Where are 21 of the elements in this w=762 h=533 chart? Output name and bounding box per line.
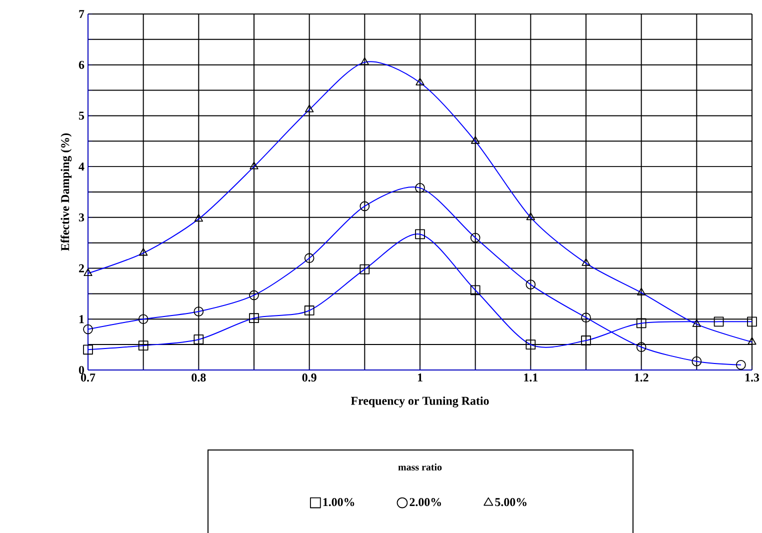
y-tick-label: 5 — [78, 112, 84, 120]
y-tick-label: 1 — [79, 315, 84, 324]
y-tick-label: 2 — [79, 264, 84, 272]
y-tick-label: 3 — [78, 213, 84, 222]
y-tick-label: 6 — [78, 60, 84, 69]
y-tick-label: 4 — [78, 162, 84, 170]
legend-label: 2.00% — [410, 498, 441, 506]
x-tick-label: 0.8 — [192, 374, 206, 382]
x-tick-label: 1.1 — [524, 374, 538, 382]
x-tick-label: 1.2 — [634, 374, 648, 382]
x-tick-label: 0.9 — [302, 374, 316, 382]
x-axis-title: Frequency or Tuning Ratio — [350, 396, 489, 408]
legend-label: 1.00% — [323, 498, 354, 506]
legend-label: 5.00% — [495, 498, 526, 506]
y-tick-label: 0 — [78, 366, 84, 374]
x-tick-label: 1 — [418, 374, 422, 382]
y-tick-label: 7 — [79, 10, 84, 18]
x-tick-label: 1.3 — [745, 374, 760, 382]
x-tick-label: 0.7 — [80, 374, 96, 382]
legend-title: mass ratio — [398, 463, 442, 470]
y-axis-title: Effective Damping (%) — [60, 133, 72, 251]
